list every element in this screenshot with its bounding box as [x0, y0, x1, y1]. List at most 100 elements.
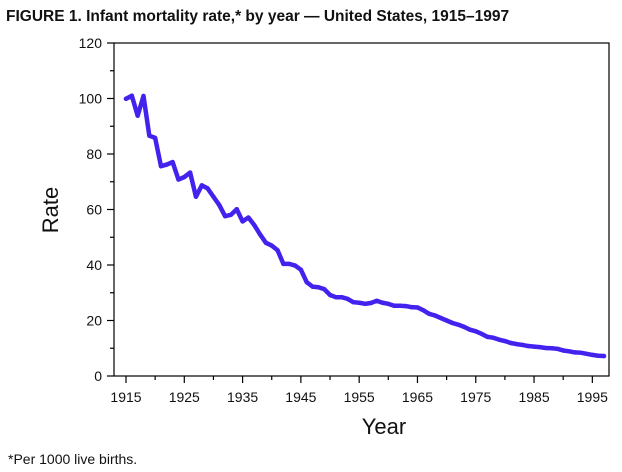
data-point [432, 313, 438, 318]
x-tick-label: 1985 [518, 389, 549, 405]
data-point [351, 299, 356, 305]
data-point [491, 335, 496, 340]
x-tick-label: 1945 [285, 389, 316, 405]
data-point [217, 202, 222, 208]
data-point [456, 322, 461, 327]
data-point [409, 304, 414, 310]
data-point [566, 349, 572, 354]
data-point [234, 207, 239, 212]
data-point [222, 213, 228, 219]
data-point [304, 280, 309, 285]
data-point [246, 215, 251, 220]
data-point [537, 344, 543, 350]
data-point [391, 303, 397, 308]
data-point [485, 334, 490, 340]
data-point [281, 261, 286, 267]
data-point [543, 345, 548, 351]
data-point [362, 301, 368, 307]
footnote: *Per 1000 live births. [8, 451, 138, 467]
data-point [549, 346, 554, 351]
data-point [164, 162, 170, 167]
data-point [356, 300, 362, 305]
data-point [438, 315, 443, 321]
data-point [252, 222, 257, 228]
y-tick-label: 40 [86, 257, 102, 273]
x-tick-label: 1965 [402, 389, 433, 405]
data-point [526, 343, 531, 349]
data-point [310, 284, 315, 289]
data-point [531, 344, 537, 349]
data-point [520, 342, 525, 348]
plot-frame [113, 42, 610, 377]
data-point [479, 331, 484, 337]
data-point [590, 352, 595, 358]
data-point [578, 350, 583, 355]
data-point [123, 96, 129, 101]
data-point [147, 133, 152, 138]
data-point [595, 353, 601, 358]
data-point [176, 177, 181, 182]
data-point [601, 353, 607, 359]
data-point [426, 311, 432, 317]
data-point [263, 240, 269, 245]
data-point [415, 305, 420, 310]
data-point [555, 346, 560, 352]
data-point [205, 186, 210, 191]
y-tick-label: 100 [79, 91, 103, 107]
data-point [275, 248, 280, 253]
y-tick-label: 20 [86, 313, 102, 329]
data-point [269, 243, 274, 248]
data-point [240, 219, 245, 224]
data-point [461, 324, 467, 330]
data-point [316, 285, 321, 290]
chart-title: FIGURE 1. Infant mortality rate,* by yea… [6, 8, 510, 25]
data-point [386, 301, 391, 307]
y-axis: 0 20 40 60 80 100 120 [79, 35, 114, 384]
x-tick-label: 1915 [110, 389, 141, 405]
data-point [473, 329, 478, 334]
data-point [182, 174, 187, 180]
x-tick-label: 1935 [227, 389, 258, 405]
x-axis: 1915 1925 1935 1945 1955 1965 1975 1985 1995 [110, 376, 608, 405]
x-tick-label: 1925 [169, 389, 200, 405]
x-tick-label: 1955 [344, 389, 375, 405]
data-point [502, 338, 508, 344]
data-point [287, 261, 292, 267]
data-point [193, 194, 199, 199]
data-point [397, 303, 403, 308]
data-point [211, 194, 216, 199]
data-point [257, 232, 263, 237]
data-point [199, 183, 204, 188]
data-point [572, 350, 578, 355]
data-point [170, 159, 175, 165]
data-point [560, 348, 566, 353]
data-point [135, 113, 140, 118]
data-point [187, 170, 193, 175]
data-point [339, 294, 344, 300]
data-point [327, 292, 333, 298]
y-axis-label: Rate [38, 187, 63, 233]
data-point [292, 263, 298, 268]
data-point [298, 267, 304, 272]
data-point [368, 300, 374, 306]
data-point [467, 327, 473, 332]
data-point [345, 296, 350, 302]
data-point [129, 93, 135, 98]
data-point [403, 303, 409, 309]
data-point [141, 93, 146, 99]
y-tick-label: 0 [94, 368, 102, 384]
data-point [584, 351, 589, 356]
data-point [380, 300, 385, 305]
data-point [228, 212, 234, 217]
data-point [333, 294, 339, 300]
y-tick-label: 80 [86, 146, 102, 162]
data-point [321, 286, 327, 292]
data-point [158, 164, 164, 169]
data-point [514, 341, 519, 347]
y-tick-label: 120 [79, 35, 103, 51]
x-tick-label: 1995 [577, 389, 608, 405]
data-points [123, 93, 607, 359]
x-axis-label: Year [362, 414, 406, 439]
y-tick-label: 60 [86, 202, 102, 218]
